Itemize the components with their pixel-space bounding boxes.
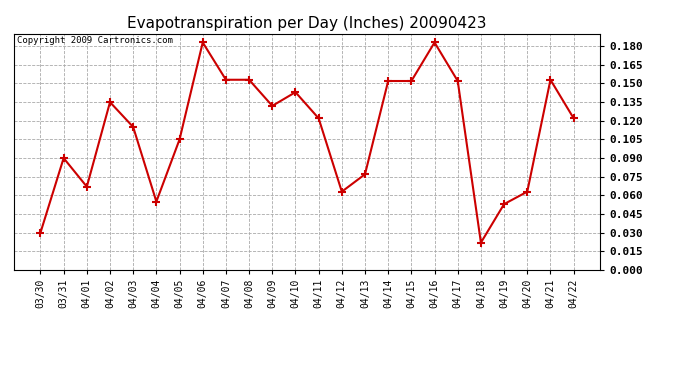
Title: Evapotranspiration per Day (Inches) 20090423: Evapotranspiration per Day (Inches) 2009… <box>127 16 487 31</box>
Text: Copyright 2009 Cartronics.com: Copyright 2009 Cartronics.com <box>17 36 172 45</box>
